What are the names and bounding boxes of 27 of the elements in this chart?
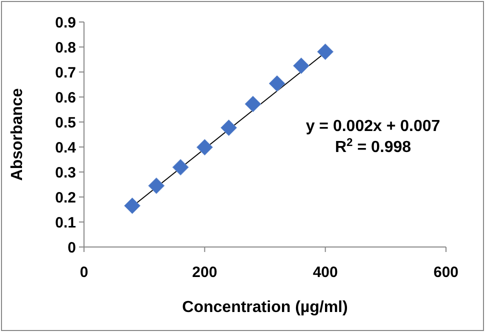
point bbox=[317, 44, 334, 60]
y-tick-label: 0.3 bbox=[55, 164, 76, 182]
point bbox=[220, 120, 238, 136]
point bbox=[124, 198, 141, 214]
y-tick-label: 0.5 bbox=[55, 114, 76, 132]
y-tick-label: 0.8 bbox=[55, 39, 76, 56]
y-tick-label: 0.4 bbox=[55, 139, 77, 156]
point bbox=[292, 58, 310, 74]
y-tick-label: 0.2 bbox=[55, 189, 76, 206]
annotation: y = 0.002x + 0.007 bbox=[306, 118, 440, 135]
x-tick-label: 400 bbox=[312, 264, 338, 281]
y-tick-label: 0.1 bbox=[55, 214, 76, 232]
y-tick-label: 0.7 bbox=[55, 64, 76, 82]
point bbox=[172, 159, 189, 176]
annotation: R$^{2}$ = 0.998 bbox=[334, 137, 412, 156]
x-tick-label: 0 bbox=[80, 264, 88, 281]
point bbox=[244, 96, 262, 112]
x-tick-label: 200 bbox=[192, 264, 218, 281]
x-axis-title: Concentration (µg/ml) bbox=[182, 299, 348, 316]
y-tick-label: 0 bbox=[68, 239, 76, 256]
point bbox=[148, 178, 165, 194]
point bbox=[268, 75, 286, 92]
x-tick-label: 600 bbox=[433, 264, 459, 281]
y-tick-label: 0.9 bbox=[55, 14, 76, 32]
point bbox=[196, 139, 213, 156]
y-axis-title: Absorbance bbox=[9, 88, 26, 181]
y-tick-label: 0.6 bbox=[55, 89, 76, 106]
